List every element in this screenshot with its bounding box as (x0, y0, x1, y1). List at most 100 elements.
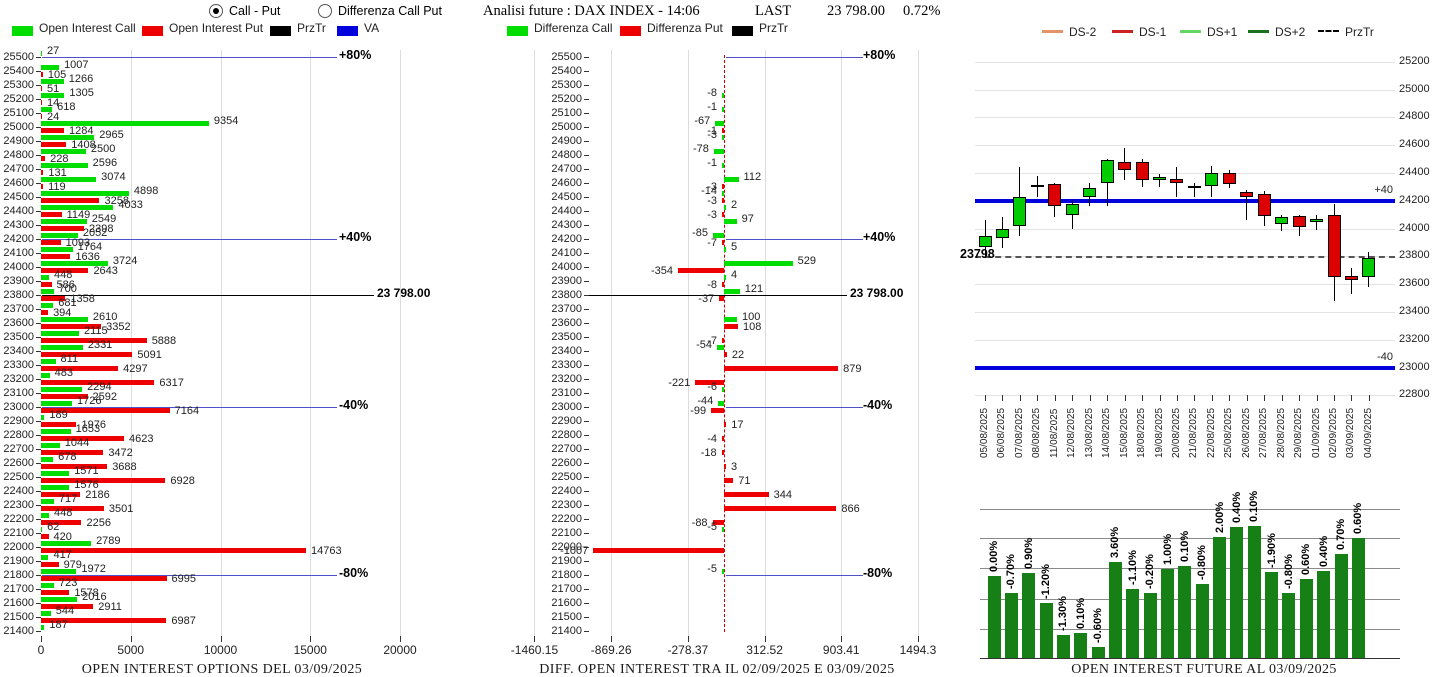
oi-call-bar (41, 218, 87, 224)
legend-label-DS+1: DS+1 (1207, 25, 1238, 39)
strike-label: 23200 (551, 372, 582, 385)
date-label: 12/08/2025 (1066, 407, 1078, 458)
oi-future-bar (1265, 572, 1279, 658)
strike-label: 22700 (3, 442, 34, 455)
axis-label: 24800 (1399, 110, 1430, 122)
legend-swatch-PrzTr (732, 26, 753, 36)
strike-tick (36, 420, 41, 422)
strike-tick (36, 238, 41, 240)
axis-label: 23000 (1399, 361, 1430, 373)
date-label: 08/08/2025 (1031, 407, 1043, 458)
strike-tick (36, 322, 41, 324)
value-label: 3352 (106, 320, 131, 333)
diff-call-bar (712, 232, 724, 238)
strike-tick (36, 140, 41, 142)
value-label: -1 (707, 124, 717, 137)
va-label: +40% (863, 230, 896, 244)
axis-tick (1142, 395, 1144, 401)
diff-put-bar (712, 519, 724, 525)
strike-tick (36, 560, 41, 562)
oi-call-bar (41, 316, 88, 322)
strike-label: 24700 (551, 162, 582, 175)
oi-call-bar (41, 190, 129, 196)
oi-put-bar (41, 183, 44, 189)
axis-label: 903.41 (822, 643, 860, 657)
diff-call-bar (722, 106, 724, 112)
strike-tick (36, 350, 41, 352)
axis-label: 5000 (117, 643, 145, 657)
diff-call-bar (716, 344, 724, 350)
oi-future-bar (1230, 527, 1244, 658)
axis-tick (534, 636, 536, 642)
strike-label: 24200 (551, 232, 582, 245)
value-label: 483 (54, 366, 74, 379)
va-line (726, 57, 863, 58)
oi-call-bar (41, 512, 50, 518)
oi-future-bar (1247, 526, 1261, 658)
value-label: 62 (47, 520, 60, 533)
pct-label: 0.70% (1335, 518, 1347, 550)
strike-label: 24800 (3, 148, 34, 161)
value-label: -78 (692, 142, 709, 155)
diff-put-bar (724, 323, 739, 329)
candle-wick (1246, 189, 1248, 221)
oi-future-bar (1161, 569, 1174, 658)
pct-label: 0.40% (1317, 535, 1330, 567)
strike-label: 23900 (551, 274, 582, 287)
strike-label: 22000 (551, 540, 582, 553)
strike-label: 24100 (551, 246, 582, 259)
value-label: 420 (53, 530, 72, 543)
value-label: 17 (731, 418, 744, 431)
gridline (841, 50, 843, 638)
candle-body (1310, 218, 1324, 222)
value-label: 7164 (174, 404, 200, 417)
axis-label: 23200 (1399, 333, 1430, 345)
value-label: 2643 (93, 264, 118, 277)
oi-put-bar (41, 211, 62, 217)
strike-tick (36, 70, 41, 72)
value-label: 1576 (74, 478, 99, 491)
oi-future-bar (1195, 584, 1209, 658)
strike-tick (584, 546, 589, 548)
axis-tick (1264, 395, 1266, 401)
value-label: 14 (47, 96, 60, 109)
pct-label: 0.90% (1022, 537, 1035, 569)
value-label: 2 (731, 198, 738, 211)
candle-body (1048, 184, 1062, 207)
oi-future-bar (1317, 571, 1331, 658)
candle-wick (1193, 182, 1195, 197)
strike-tick (584, 322, 589, 324)
gridline (310, 50, 311, 638)
radio-call-put[interactable]: Call - Put (209, 4, 280, 18)
diff-put-bar (724, 421, 727, 427)
value-label: 3074 (101, 170, 126, 183)
pct-label: 1.00% (1161, 533, 1174, 565)
oi-call-bar (41, 78, 64, 84)
diff-call-bar (724, 274, 726, 280)
value-label: -5 (707, 562, 717, 575)
strike-label: 22100 (3, 526, 34, 539)
strike-label: 21800 (551, 568, 582, 581)
value-label: 51 (47, 82, 60, 95)
value-label: 1764 (77, 240, 103, 253)
candle-body (1275, 217, 1289, 225)
strike-tick (584, 378, 589, 380)
oi-future-bar (1004, 593, 1018, 658)
oi-call-bar (41, 288, 54, 294)
oi-call-bar (41, 176, 97, 182)
strike-tick (584, 462, 589, 464)
strike-tick (36, 84, 41, 86)
value-label: 4033 (118, 198, 143, 211)
diff-put-bar (722, 239, 724, 245)
strike-label: 22100 (551, 526, 582, 539)
strike-tick (584, 57, 589, 58)
oi-future-bar (1143, 593, 1157, 658)
date-label: 02/09/2025 (1328, 407, 1339, 458)
radio-differenza-call-put[interactable]: Differenza Call Put (318, 4, 442, 18)
strike-tick (36, 378, 41, 380)
oi-put-bar (41, 267, 89, 273)
va-line (726, 575, 863, 576)
oi-call-bar (41, 232, 78, 238)
value-label: 2500 (90, 142, 116, 155)
oi-put-bar (41, 309, 49, 315)
